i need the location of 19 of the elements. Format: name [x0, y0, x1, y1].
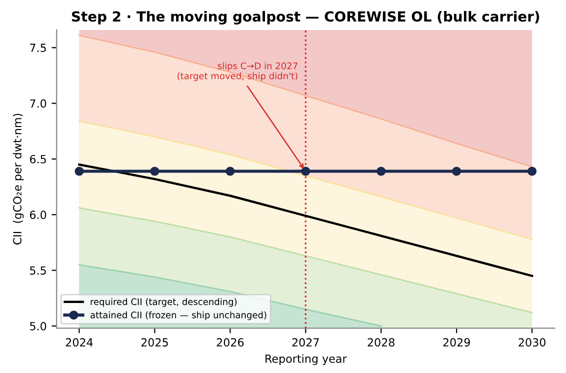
y-tick-label: 7.0 [30, 99, 46, 108]
x-axis-title: Reporting year [266, 354, 347, 366]
annotation: slips C→D in 2027 (target moved, ship didn't) [178, 62, 298, 82]
legend-label: required CII (target, descending) [90, 298, 237, 307]
y-tick-label: 7.5 [30, 44, 46, 52]
x-tick-label: 2025 [141, 338, 168, 347]
x-tick-label: 2026 [216, 338, 244, 347]
x-tick-label: 2028 [368, 338, 394, 347]
y-tick-label: 5.5 [30, 266, 46, 275]
y-tick-label: 6.5 [30, 154, 46, 164]
y-tick-label: 6.0 [30, 210, 46, 220]
y-axis-title: CII (gCO₂e per dwt·nm) [12, 114, 24, 245]
x-tick-label: 2027 [292, 338, 319, 347]
x-tick-label: 2029 [443, 338, 470, 347]
x-tick-label: 2024 [66, 338, 93, 347]
chart-title: Step 2 · The moving goalpost — COREWISE OL (bulk carrier) [72, 10, 540, 25]
x-tick-label: 2030 [518, 338, 546, 347]
legend-label: attained CII (frozen — ship unchanged) [90, 311, 266, 320]
y-tick-label: 5.0 [30, 322, 46, 330]
